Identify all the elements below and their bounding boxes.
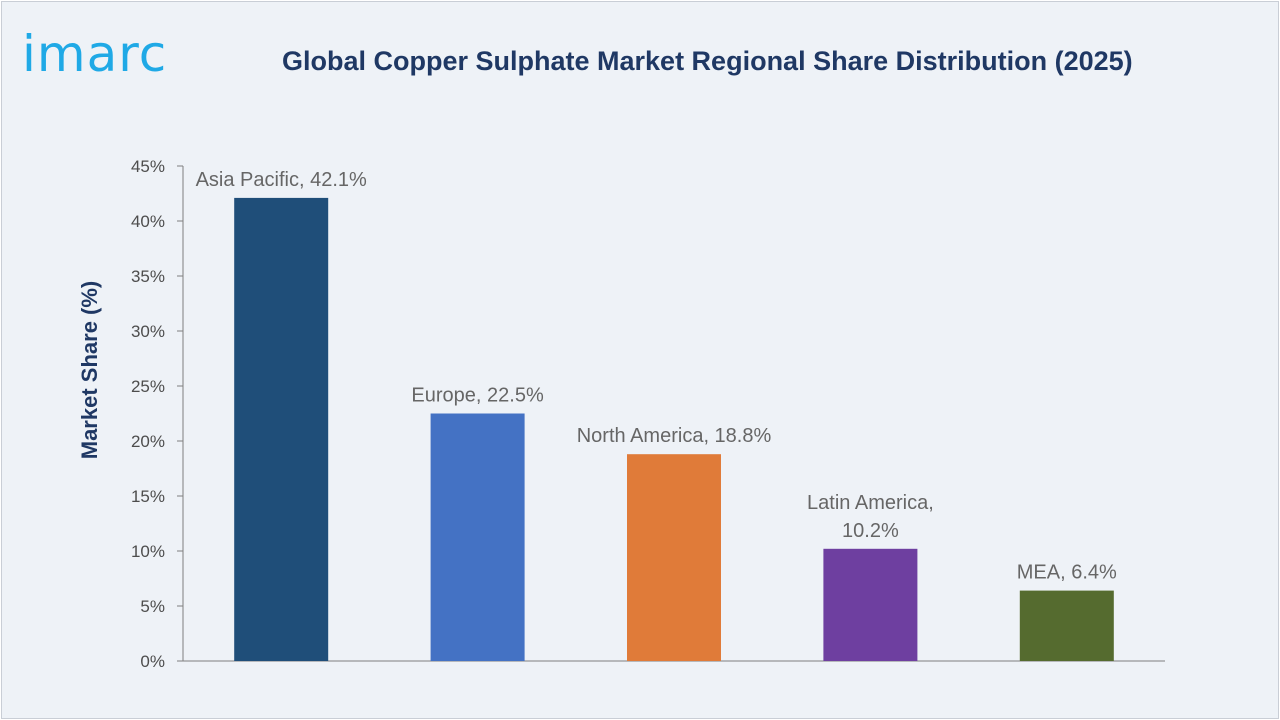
y-ticks: 0% 5% 10% 15% 20% 25% 30% 35% 40% 45% [131,157,183,671]
imarc-logo: imarc [22,16,207,86]
y-tick-label: 30% [131,322,165,341]
y-tick-label: 45% [131,157,165,176]
data-labels: Asia Pacific, 42.1% Europe, 22.5% North Am… [196,169,1117,584]
y-tick-label: 10% [131,542,165,561]
chart-title: Global Copper Sulphate Market Regional S… [282,46,1133,76]
y-tick-label: 5% [140,597,165,616]
y-tick-label: 35% [131,267,165,286]
data-label: MEA, 6.4% [1017,562,1117,584]
bars [234,197,1114,661]
bar-north-america [627,454,721,661]
y-tick-label: 25% [131,377,165,396]
y-axis-label: Market Share (%) [77,281,102,460]
bar-europe [430,413,525,661]
y-tick-label: 15% [131,487,165,506]
bar-mea [1019,590,1114,661]
data-label: Latin America, [807,492,934,514]
bar-asia-pacific [234,197,329,661]
data-label: North America, 18.8% [577,425,772,447]
data-label: Asia Pacific, 42.1% [196,169,367,191]
y-tick-label: 20% [131,432,165,451]
bar-latin-america [823,548,918,661]
logo-text: imarc [22,25,168,83]
data-label: Europe, 22.5% [411,385,544,407]
data-label: 10.2% [842,520,899,542]
y-tick-label: 40% [131,212,165,231]
y-tick-label: 0% [140,652,165,671]
